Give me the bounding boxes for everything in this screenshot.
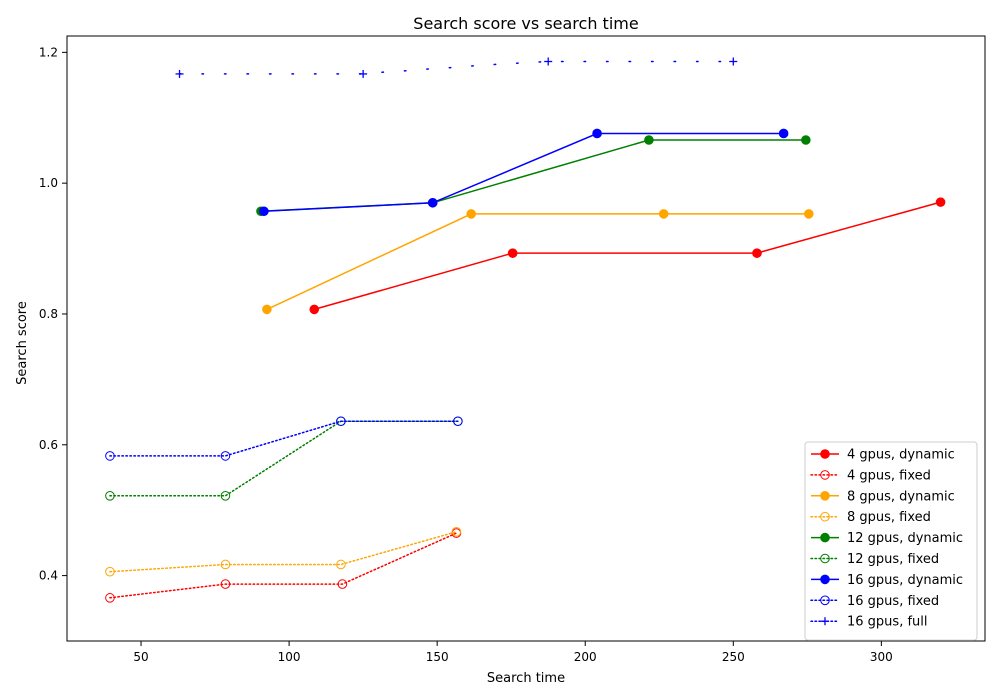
- series-line: [266, 213, 809, 311]
- series-16-gpus-fixed: [105, 416, 463, 461]
- legend-item: 12 gpus, fixed: [810, 552, 939, 567]
- legend-marker: [820, 470, 830, 480]
- legend: 4 gpus, dynamic 4 gpus, fixed 8 gpus, dyna…: [804, 441, 978, 641]
- data-point: [729, 57, 738, 66]
- data-point: [451, 526, 462, 537]
- series-12-gpus-dynamic: [256, 135, 811, 217]
- legend-marker: [820, 574, 830, 585]
- legend-item: 16 gpus, fixed: [810, 594, 939, 609]
- plot-area-frame: [66, 35, 986, 642]
- data-point: [336, 416, 346, 427]
- data-point: [175, 69, 184, 78]
- series-line: [260, 139, 806, 213]
- x-tick-label: 300: [870, 650, 893, 664]
- legend-label: 16 gpus, dynamic: [847, 573, 963, 588]
- series-line: [263, 132, 784, 213]
- data-point: [778, 128, 789, 139]
- x-axis-label: Search time: [487, 671, 565, 686]
- series-line: [109, 532, 458, 599]
- series-16-gpus-dynamic: [259, 128, 789, 217]
- x-tick-label: 50: [133, 650, 148, 664]
- series-line: [109, 420, 459, 497]
- data-point: [262, 304, 272, 315]
- series-4-gpus-dynamic: [309, 197, 946, 315]
- legend-item: 16 gpus, dynamic: [811, 573, 963, 588]
- series-group: [105, 57, 946, 603]
- data-point: [544, 57, 553, 66]
- data-point: [105, 451, 115, 461]
- y-tick-label: 0.8: [39, 307, 58, 321]
- series-8-gpus-dynamic: [262, 209, 814, 315]
- legend-label: 16 gpus, fixed: [847, 594, 939, 609]
- data-point: [804, 209, 814, 219]
- legend-item: 8 gpus, dynamic: [811, 489, 955, 504]
- series-16-gpus-full: [175, 57, 738, 78]
- legend-marker: [820, 449, 830, 459]
- legend-label: 16 gpus, full: [847, 615, 928, 630]
- data-point: [337, 579, 348, 589]
- data-point: [105, 491, 115, 501]
- data-point: [336, 559, 346, 570]
- data-point: [220, 579, 231, 589]
- chart-title: Search score vs search time: [413, 14, 638, 33]
- data-point: [359, 69, 368, 78]
- legend-item: 4 gpus, fixed: [810, 468, 931, 483]
- data-point: [644, 135, 654, 145]
- data-point: [801, 135, 811, 145]
- legend-label: 12 gpus, dynamic: [847, 531, 963, 546]
- data-point: [453, 416, 463, 427]
- legend-item: 4 gpus, dynamic: [811, 448, 955, 463]
- x-tick-label: 250: [722, 650, 745, 664]
- legend-item: 16 gpus, full: [810, 615, 928, 630]
- legend-marker: [820, 511, 830, 522]
- data-point: [658, 209, 669, 219]
- series-8-gpus-fixed: [105, 526, 462, 577]
- data-point: [935, 197, 946, 207]
- y-tick-label: 1.2: [39, 45, 58, 59]
- data-point: [466, 209, 477, 219]
- series-line: [314, 201, 941, 311]
- series-line: [109, 420, 459, 457]
- data-point: [105, 593, 115, 603]
- x-tick-label: 200: [574, 650, 597, 664]
- x-tick-label: 150: [426, 650, 449, 664]
- data-point: [259, 206, 269, 217]
- legend-marker: [820, 553, 830, 564]
- series-4-gpus-fixed: [105, 528, 462, 603]
- y-tick-label: 0.4: [39, 569, 58, 583]
- series-line: [178, 60, 735, 75]
- data-point: [427, 197, 438, 208]
- data-point: [309, 304, 320, 315]
- legend-label: 8 gpus, fixed: [847, 510, 931, 525]
- legend-marker: [820, 595, 830, 606]
- data-point: [220, 451, 231, 461]
- data-point: [220, 491, 231, 501]
- legend-marker: [820, 532, 830, 543]
- legend-label: 4 gpus, dynamic: [847, 448, 955, 463]
- series-12-gpus-fixed: [105, 416, 463, 501]
- axis-ticks: 50 100 150 200 250 300 0.4 0.6 0.8 1.0 1.2: [39, 45, 893, 664]
- data-point: [220, 559, 231, 570]
- legend-marker: [820, 491, 830, 501]
- legend-label: 8 gpus, dynamic: [847, 489, 955, 504]
- data-point: [507, 248, 518, 258]
- y-tick-label: 1.0: [39, 176, 58, 190]
- legend-box: [804, 441, 978, 641]
- data-point: [592, 128, 602, 139]
- legend-marker: [821, 617, 829, 626]
- x-tick-label: 100: [278, 650, 301, 664]
- y-axis-label: Search score: [15, 301, 30, 385]
- data-point: [752, 248, 762, 258]
- legend-item: 8 gpus, fixed: [810, 510, 931, 525]
- legend-label: 12 gpus, fixed: [847, 552, 939, 567]
- data-point: [105, 566, 115, 577]
- legend-label: 4 gpus, fixed: [847, 468, 931, 483]
- legend-item: 12 gpus, dynamic: [811, 531, 963, 546]
- y-tick-label: 0.6: [39, 438, 58, 452]
- series-line: [109, 531, 458, 573]
